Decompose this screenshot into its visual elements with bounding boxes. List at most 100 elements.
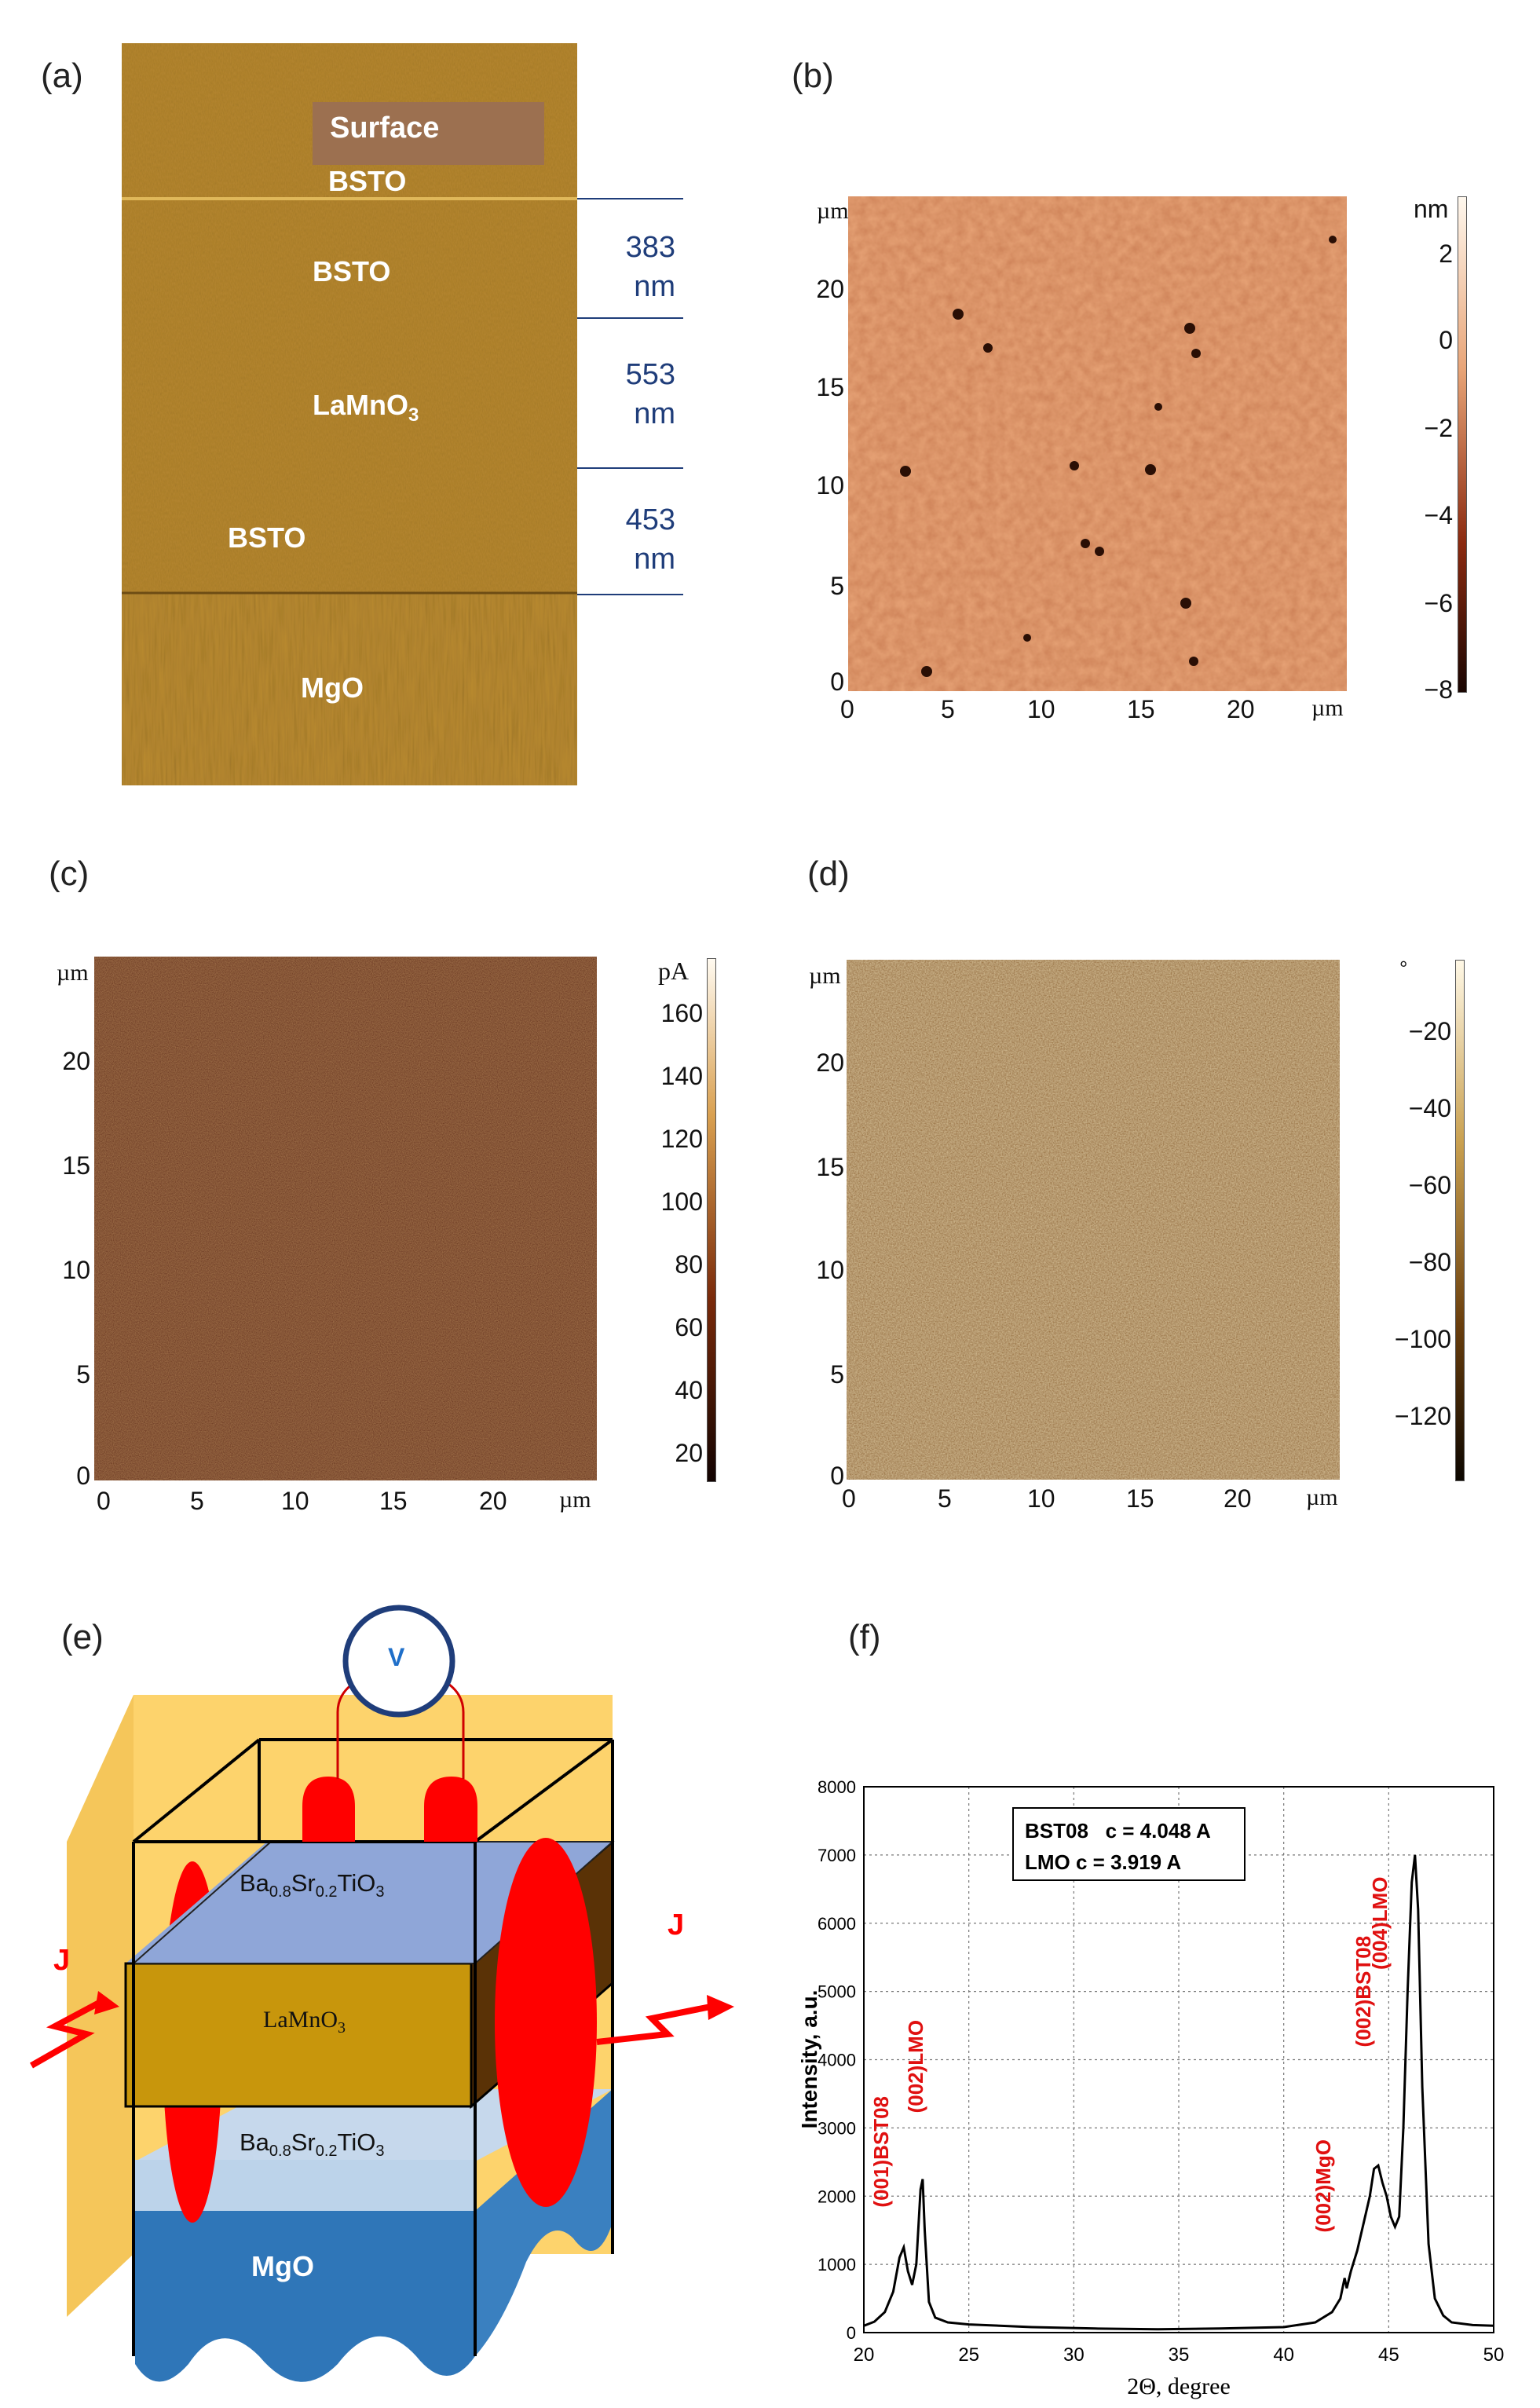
panel-b-colorbar-unit: nm: [1414, 195, 1449, 223]
thickness-3-value: 453: [625, 503, 675, 536]
panel-d-letter: (d): [807, 855, 850, 893]
panel-b-y-tick: 0: [830, 668, 844, 696]
panel-b-y-tick: 15: [816, 373, 844, 401]
thickness-2-unit: nm: [634, 397, 675, 430]
panel-b-cb-tick: −6: [1424, 589, 1453, 617]
bottom-bsto-front: [135, 2160, 475, 2211]
panel-a-cross-section: [122, 43, 683, 785]
panel-c-cb-tick: 140: [660, 1062, 703, 1090]
xrd-ticks: 20 25 30 35 40 45 50 0 1000 2000 3000 4000 5000 6000 7…: [818, 1777, 1504, 2366]
xrd-xlabel: 2Θ, degree: [1127, 2373, 1231, 2399]
panel-d-x-tick: 20: [1224, 1484, 1252, 1513]
top-bsto-sub1: 0.8: [269, 1883, 291, 1901]
xrd-peak-label: (002)MgO: [1311, 2139, 1335, 2232]
thickness-2-value: 553: [625, 358, 675, 391]
current-label-right: J: [668, 1908, 685, 1941]
panel-d-y-tick: 20: [816, 1048, 844, 1077]
xrd-y-tick: 2000: [818, 2187, 856, 2206]
panel-d-phase-map: [847, 960, 1340, 1480]
panel-b-y-tick: 5: [830, 572, 844, 600]
current-label-left: J: [53, 1944, 71, 1977]
xrd-x-tick: 30: [1063, 2344, 1085, 2366]
panel-c-cb-tick: 60: [675, 1313, 703, 1341]
xrd-series-line: [863, 1854, 1494, 2331]
surface-label-box: [313, 102, 544, 165]
panel-d-cb-tick: −60: [1408, 1171, 1451, 1199]
top-contact-right: [424, 1777, 477, 1842]
mgo-region: [122, 593, 577, 785]
panel-c-x-tick: 0: [97, 1487, 111, 1515]
xrd-plot-frame: [863, 1786, 1494, 2333]
xrd-x-tick: 45: [1378, 2344, 1399, 2366]
panel-d-cb-tick: −40: [1408, 1094, 1451, 1122]
xrd-x-tick: 50: [1483, 2344, 1505, 2366]
lamno-subscript: 3: [408, 404, 419, 426]
panel-f-letter: (f): [848, 1618, 881, 1656]
panel-d-cb-tick: −100: [1394, 1325, 1451, 1353]
xrd-x-tick: 40: [1273, 2344, 1294, 2366]
panel-b-cb-tick: 2: [1439, 240, 1453, 268]
panel-b-x-tick: 20: [1227, 695, 1255, 723]
bsto-top-label: BSTO: [328, 165, 407, 197]
panel-c-colorbar: [707, 958, 716, 1482]
panel-b-x-tick: 15: [1127, 695, 1155, 723]
panel-c-current-map: [94, 957, 597, 1480]
right-electrode: [495, 1838, 597, 2207]
xrd-x-tick: 35: [1169, 2344, 1190, 2366]
panel-c-x-tick: 10: [281, 1487, 309, 1515]
panel-c-x-tick: 15: [379, 1487, 408, 1515]
top-bsto-sr: Sr: [291, 1869, 316, 1897]
panel-c-colorbar-unit: pA: [658, 957, 690, 985]
panel-b-afm-map: [848, 196, 1347, 691]
top-bsto-tio: TiO: [337, 1869, 376, 1897]
xrd-ylabel: Intensity, a.u.: [797, 1990, 821, 2129]
bottom-bsto-sub1: 0.8: [269, 2143, 291, 2161]
panel-d-axis-unit-y: µm: [809, 963, 841, 989]
xrd-peak-label: (002)BST08: [1352, 1936, 1375, 2048]
top-bsto-sub2: 0.2: [315, 1883, 338, 1901]
thickness-1-value: 383: [625, 231, 675, 264]
panel-e-device-schematic: [30, 1605, 734, 2382]
panel-c-cb-tick: 160: [660, 999, 703, 1027]
panel-d-axis-unit-x: µm: [1306, 1484, 1338, 1510]
xrd-peak-label: (001)BST08: [869, 2096, 893, 2208]
bottom-bsto-ba: Ba: [240, 2128, 269, 2156]
top-contact-left: [302, 1777, 355, 1842]
top-bsto-label: Ba0.8Sr0.2TiO3: [240, 1869, 384, 1901]
panel-e-letter: (e): [61, 1618, 104, 1656]
mgo-label: MgO: [301, 672, 364, 704]
xrd-y-tick: 7000: [818, 1846, 856, 1865]
panel-d-y-tick: 0: [830, 1462, 844, 1490]
current-arrow-left-head: [94, 1991, 119, 2015]
xrd-y-tick: 3000: [818, 2118, 856, 2138]
xrd-peak-labels: (001)BST08 (002)LMO (002)MgO (002)BST08(004…: [869, 1877, 1392, 2233]
panel-c-y-tick: 0: [76, 1462, 90, 1490]
panel-a-letter: (a): [41, 57, 83, 95]
panel-b-letter: (b): [792, 57, 834, 95]
xrd-chart: 20 25 30 35 40 45 50 0 1000 2000 3000 4000 5000 6000 7…: [797, 1777, 1504, 2399]
panel-b-colorbar: [1458, 196, 1467, 693]
bottom-bsto-label: Ba0.8Sr0.2TiO3: [240, 2128, 384, 2161]
bottom-bsto-tio: TiO: [337, 2128, 376, 2156]
thickness-2: 553 nm: [597, 355, 675, 434]
panel-c-letter: (c): [49, 855, 90, 893]
bsto-bottom-label: BSTO: [228, 521, 306, 554]
panel-d-y-tick: 15: [816, 1153, 844, 1181]
panel-c-cb-tick: 80: [675, 1250, 703, 1279]
surface-label: Surface: [330, 112, 440, 145]
xrd-legend-line1: BST08 c = 4.048 A: [1025, 1819, 1211, 1843]
bottom-bsto-sr: Sr: [291, 2128, 316, 2156]
panel-d-y-tick: 10: [816, 1256, 844, 1284]
bsto-mid-label: BSTO: [313, 255, 391, 287]
xrd-y-tick: 6000: [818, 1914, 856, 1934]
panel-c-cb-tick: 40: [675, 1376, 703, 1404]
panel-b-x-tick: 0: [840, 695, 854, 723]
panel-c-x-tick: 5: [190, 1487, 204, 1515]
xrd-x-tick: 20: [854, 2344, 875, 2366]
panel-b-axis-unit-y: µm: [817, 198, 849, 224]
lamno-layer-label: LaMnO3: [263, 2007, 346, 2037]
thickness-3: 453 nm: [597, 500, 675, 579]
panel-c-y-tick: 15: [62, 1151, 90, 1180]
bottom-bsto-sub2: 0.2: [315, 2143, 338, 2161]
mgo-substrate-front: [135, 2211, 475, 2382]
